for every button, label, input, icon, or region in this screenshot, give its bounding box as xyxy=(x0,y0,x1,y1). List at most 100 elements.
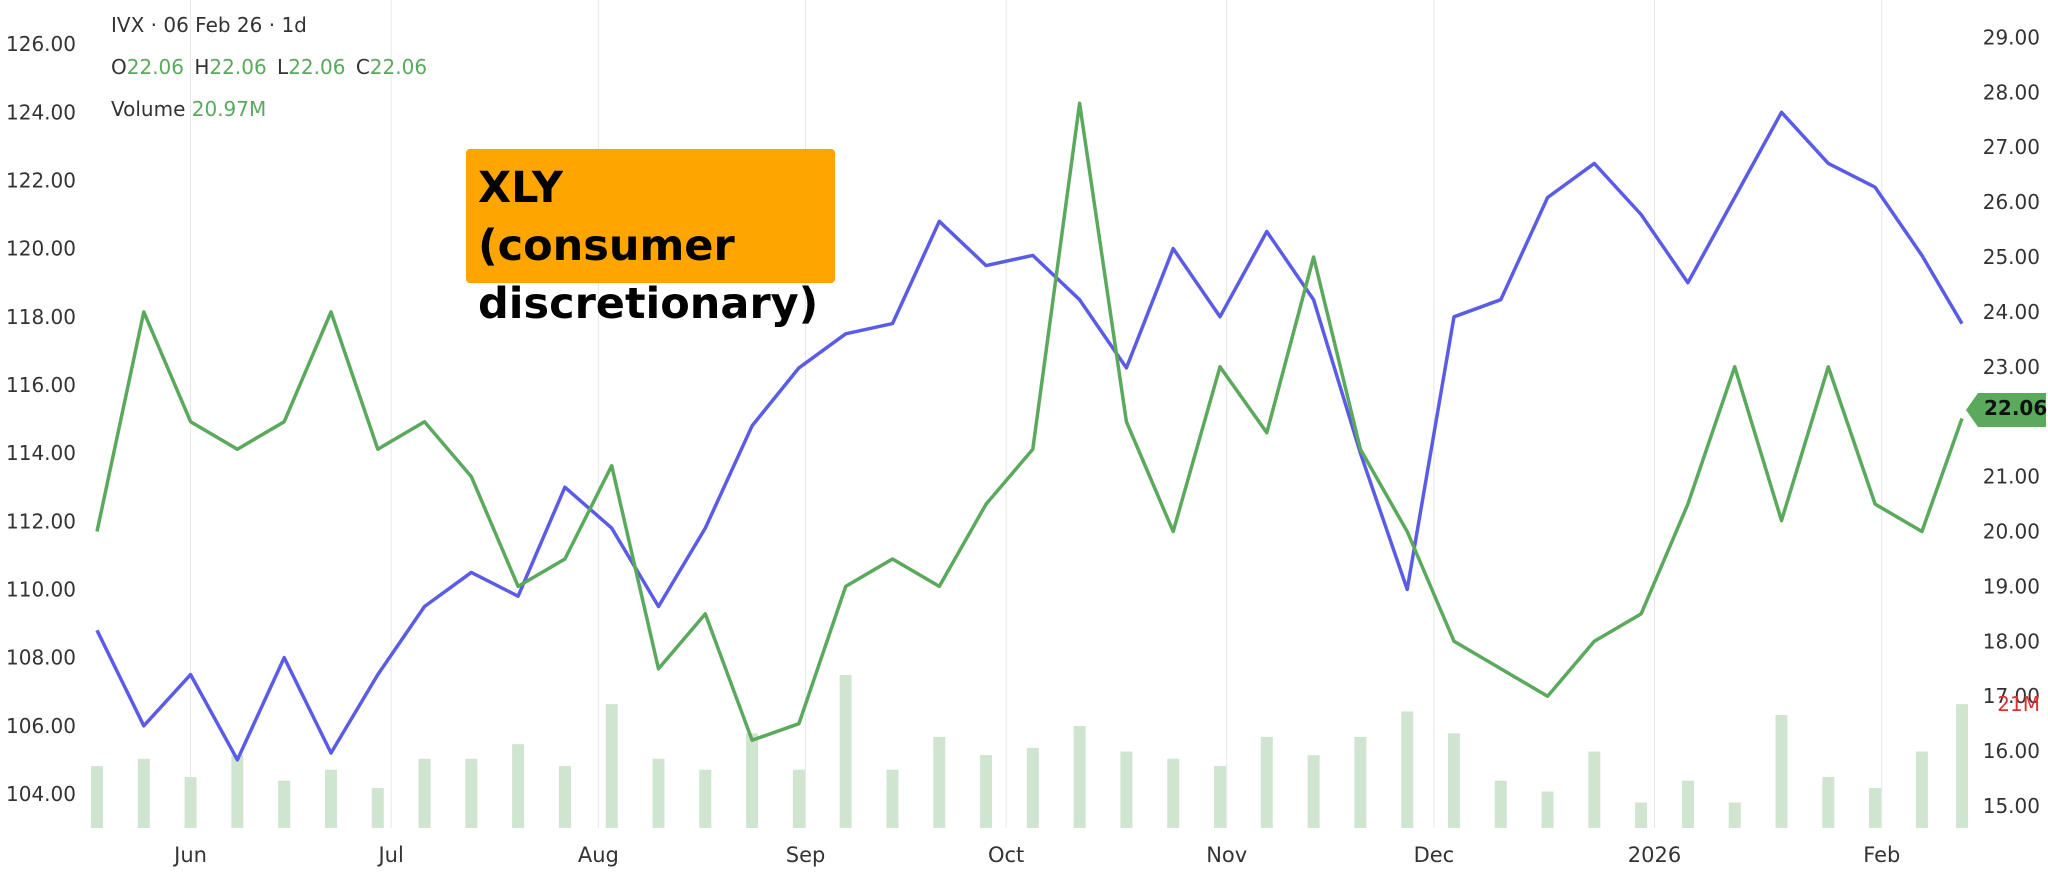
gridlines xyxy=(190,0,1883,828)
volume-bar xyxy=(1120,751,1133,828)
ohlc-readout: O22.06 H22.06 L22.06 C22.06 xyxy=(111,46,427,88)
volume-bar xyxy=(1167,758,1180,828)
right-tick-label: 19.00 xyxy=(1983,574,2040,598)
volume-bar xyxy=(512,744,525,828)
volume-bar xyxy=(699,769,712,828)
volume-bar xyxy=(839,675,852,828)
left-tick-label: 114.00 xyxy=(6,441,76,465)
x-axis-ticks: Jun Jul Aug Sep Oct Nov Dec 2026 Feb xyxy=(172,843,1900,867)
volume-bar xyxy=(1635,802,1648,828)
volume-bar xyxy=(1307,755,1320,828)
right-tick-label: 15.00 xyxy=(1983,794,2040,818)
left-tick-label: 110.00 xyxy=(6,577,76,601)
xly-price-line xyxy=(95,110,1964,762)
ivx-line xyxy=(95,101,1964,742)
left-tick-label: 124.00 xyxy=(6,100,76,124)
right-tick-label: 24.00 xyxy=(1983,300,2040,324)
volume-bar xyxy=(371,787,384,828)
volume-bar xyxy=(1260,736,1273,828)
volume-bar xyxy=(980,755,993,828)
volume-bar xyxy=(1956,704,1968,828)
price-badge-shape xyxy=(1966,393,2046,427)
x-tick-label: Dec xyxy=(1414,843,1455,867)
right-tick-label: 20.00 xyxy=(1983,520,2040,544)
volume-bar xyxy=(1354,736,1367,828)
volume-bar xyxy=(652,758,665,828)
left-tick-label: 126.00 xyxy=(6,32,76,56)
volume-label: Volume xyxy=(111,97,186,121)
right-tick-label: 29.00 xyxy=(1983,25,2040,49)
right-tick-label: 17.00 xyxy=(1983,684,2040,708)
right-tick-label: 16.00 xyxy=(1983,739,2040,763)
volume-bar xyxy=(792,769,805,828)
close-value: 22.06 xyxy=(369,55,428,79)
right-tick-label: 23.00 xyxy=(1983,355,2040,379)
high-value: 22.06 xyxy=(209,55,267,79)
volume-bar xyxy=(418,758,431,828)
left-tick-label: 122.00 xyxy=(6,168,76,192)
left-tick-label: 108.00 xyxy=(6,646,76,670)
right-tick-label: 26.00 xyxy=(1983,190,2040,214)
x-tick-label: Sep xyxy=(786,843,826,867)
volume-bar xyxy=(184,777,197,828)
volume-bar xyxy=(465,758,478,828)
volume-marker-label: 21M xyxy=(1997,692,2040,716)
volume-bar xyxy=(1728,802,1741,828)
x-tick-label: Nov xyxy=(1206,843,1247,867)
x-tick-label: Aug xyxy=(578,843,619,867)
volume-bar xyxy=(137,758,150,828)
volume-bar xyxy=(1447,733,1460,828)
volume-bar xyxy=(1541,791,1554,828)
chart-title: IVX · 06 Feb 26 · 1d xyxy=(111,13,307,37)
annotation-box: XLY (consumer discretionary) xyxy=(466,149,835,329)
volume-bar xyxy=(605,704,618,828)
x-tick-label: Feb xyxy=(1863,843,1900,867)
series-lines xyxy=(95,101,1964,762)
low-label: L xyxy=(277,55,289,79)
volume-value: 20.97M xyxy=(191,97,267,121)
right-tick-label: 28.00 xyxy=(1983,80,2040,104)
right-tick-label: 27.00 xyxy=(1983,135,2040,159)
left-axis-ticks: 104.00 106.00 108.00 110.00 112.00 114.00 116.… xyxy=(6,32,76,806)
volume-bar xyxy=(1494,780,1507,828)
volume-bar xyxy=(1681,780,1694,828)
volume-bars xyxy=(91,675,1968,828)
right-tick-label: 21.00 xyxy=(1983,465,2040,489)
volume-bar xyxy=(1915,751,1928,828)
x-tick-label: Jul xyxy=(376,843,403,867)
volume-bar xyxy=(1073,726,1086,828)
x-tick-label: Oct xyxy=(988,843,1024,867)
volume-bar xyxy=(933,736,946,828)
volume-bar xyxy=(1869,787,1882,828)
volume-bar xyxy=(278,780,291,828)
left-tick-label: 104.00 xyxy=(6,782,76,806)
volume-bar xyxy=(558,766,571,828)
volume-bar xyxy=(231,755,244,828)
volume-bar xyxy=(1026,747,1039,828)
high-label: H xyxy=(194,55,210,79)
volume-bar xyxy=(1588,751,1601,828)
left-tick-label: 112.00 xyxy=(6,509,76,533)
volume-bar xyxy=(324,769,337,828)
left-tick-label: 118.00 xyxy=(6,305,76,329)
left-tick-label: 106.00 xyxy=(6,714,76,738)
chart-legend: IVX · 06 Feb 26 · 1d O22.06 H22.06 L22.0… xyxy=(111,4,427,130)
volume-bar xyxy=(91,766,103,828)
volume-bar xyxy=(1822,777,1835,828)
volume-readout: Volume 20.97M xyxy=(111,88,427,130)
open-label: O xyxy=(111,55,127,79)
current-price-badge: 22.06 xyxy=(1966,393,2048,427)
low-value: 22.06 xyxy=(288,55,346,79)
volume-bar xyxy=(1401,711,1414,828)
right-axis-ticks: 15.00 16.00 17.00 18.00 19.00 20.00 21.00 23.00… xyxy=(1983,25,2040,818)
left-tick-label: 116.00 xyxy=(6,373,76,397)
volume-bar xyxy=(1214,766,1227,828)
x-tick-label: Jun xyxy=(172,843,207,867)
open-value: 22.06 xyxy=(126,55,185,79)
left-tick-label: 120.00 xyxy=(6,237,76,261)
x-tick-label: 2026 xyxy=(1628,843,1681,867)
current-price-label: 22.06 xyxy=(1984,396,2048,420)
close-label: C xyxy=(355,55,370,79)
volume-bar xyxy=(746,733,759,828)
